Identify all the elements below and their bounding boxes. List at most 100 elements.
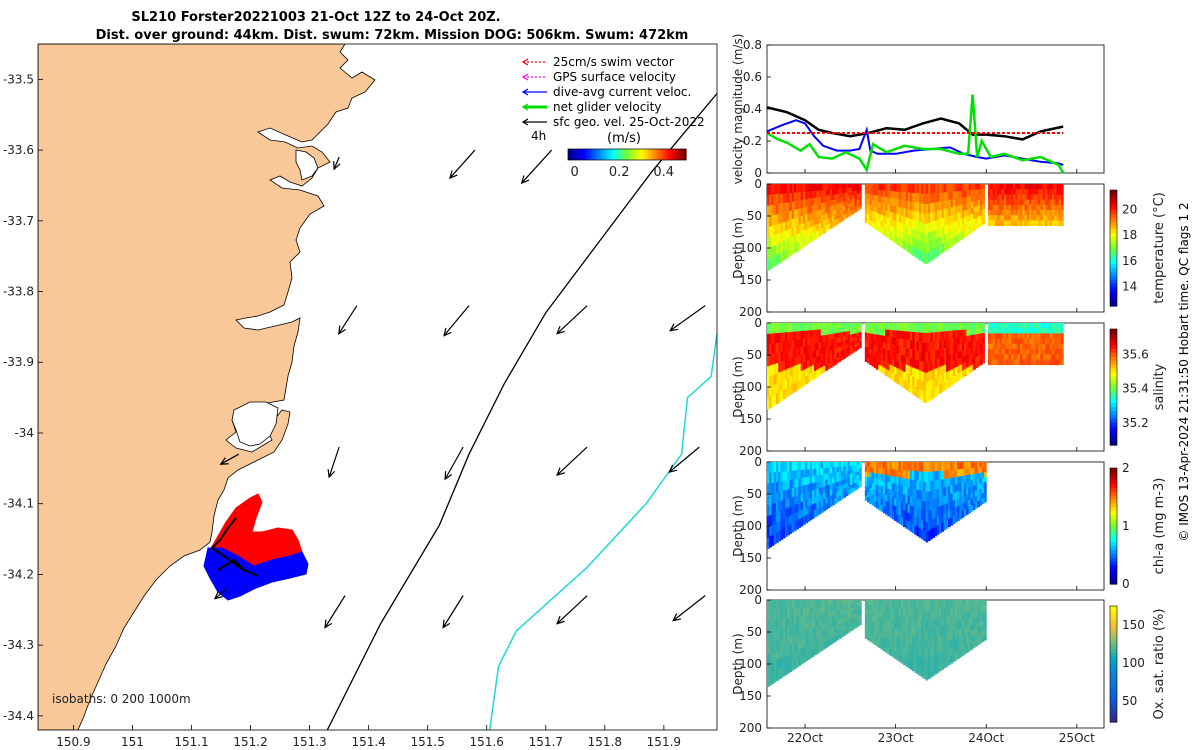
profile-cell xyxy=(876,479,879,486)
profile-cell xyxy=(932,656,936,667)
profile-cell xyxy=(838,337,842,343)
profile-cell xyxy=(961,468,965,477)
profile-cell xyxy=(1045,210,1048,216)
profile-cell xyxy=(1006,215,1010,221)
profile-cell xyxy=(982,337,985,344)
profile-cell xyxy=(972,611,976,619)
profile-cell xyxy=(858,202,862,207)
profile-cell xyxy=(968,208,972,216)
profile-cell xyxy=(903,200,906,209)
profile-colorbar-swatch xyxy=(1110,560,1117,566)
profile-cell xyxy=(948,462,951,471)
profile-cell xyxy=(992,328,996,334)
profile-cell xyxy=(1047,220,1051,227)
profile-cell xyxy=(979,338,983,345)
profile-cell xyxy=(780,629,784,640)
profile-cell xyxy=(845,466,849,471)
profile-cell xyxy=(1056,328,1060,334)
profile-cell xyxy=(807,637,811,645)
profile-colorbar-swatch xyxy=(1110,240,1117,245)
colorbar-swatch xyxy=(638,149,643,160)
profile-cell xyxy=(1019,215,1023,221)
profile-cell xyxy=(945,641,949,651)
profile-cell xyxy=(912,323,915,333)
profile-cell xyxy=(1019,354,1023,360)
profile-cell xyxy=(943,470,947,480)
profile-cell xyxy=(791,375,795,385)
profile-cell xyxy=(1058,323,1062,329)
profile-cell xyxy=(889,336,893,345)
profile-cell xyxy=(898,361,902,370)
profile-cell xyxy=(1010,204,1014,211)
profile-cell xyxy=(918,618,922,629)
profile-colorbar-swatch xyxy=(1110,537,1117,543)
profile-cell xyxy=(798,486,802,496)
profile-cell xyxy=(811,649,815,657)
profile-cell xyxy=(1056,204,1060,211)
profile-cell xyxy=(814,475,817,484)
profile-cell xyxy=(836,352,840,359)
profile-cell xyxy=(952,368,956,377)
profile-cell xyxy=(994,338,998,345)
profile-cell xyxy=(912,237,915,247)
map-xtick-label: 151.1 xyxy=(174,735,208,749)
profile-cell xyxy=(811,476,815,484)
profile-cell xyxy=(948,616,951,625)
profile-cell xyxy=(939,210,943,220)
profile-cell xyxy=(916,378,920,389)
profile-cell xyxy=(823,341,826,348)
profile-cell xyxy=(834,333,838,339)
profile-cell xyxy=(782,499,786,510)
profile-cell xyxy=(923,243,927,254)
profile-cell xyxy=(843,210,847,216)
profile-cell xyxy=(918,389,922,400)
profile-cell xyxy=(992,189,996,195)
profile-cell xyxy=(791,227,795,237)
profile-cell xyxy=(923,342,927,354)
profile-cell xyxy=(1022,189,1025,195)
profile-cell xyxy=(782,360,786,371)
profile-cell xyxy=(849,184,853,189)
profile-cell xyxy=(961,620,965,629)
profile-cell xyxy=(841,494,844,500)
profile-cell xyxy=(832,328,835,335)
profile-cell xyxy=(957,358,961,367)
profile-cell xyxy=(1040,349,1044,355)
profile-cell xyxy=(778,323,781,334)
profile-cell xyxy=(889,510,893,518)
profile-cell xyxy=(1045,184,1048,190)
profile-cell xyxy=(769,376,772,388)
profile-cell xyxy=(968,606,971,614)
profile-cell xyxy=(825,479,829,487)
profile-cell xyxy=(780,251,784,262)
profile-cell xyxy=(925,462,929,473)
profile-cell xyxy=(1003,323,1007,329)
profile-cell xyxy=(997,189,1000,195)
profile-cell xyxy=(793,625,797,635)
profile-cell xyxy=(778,629,781,640)
map-xtick-label: 151.6 xyxy=(470,735,504,749)
profile-cell xyxy=(882,209,886,217)
profile-cell xyxy=(1010,199,1014,206)
profile-cell xyxy=(950,222,954,231)
profile-cell xyxy=(964,190,967,198)
profile-cell xyxy=(784,323,788,333)
profile-cell xyxy=(1054,349,1057,355)
profile-cell xyxy=(934,517,938,528)
profile-cell xyxy=(928,332,931,343)
profile-cell xyxy=(849,600,853,605)
profile-cell xyxy=(852,194,855,200)
profile-cell xyxy=(885,639,888,647)
profile-cell xyxy=(800,600,804,609)
profile-cell xyxy=(841,355,844,361)
profile-cell xyxy=(856,606,860,611)
profile-cell xyxy=(952,323,956,332)
profile-cell xyxy=(809,628,813,637)
profile-cell xyxy=(775,184,779,195)
profile-cell xyxy=(903,462,906,471)
profile-cell xyxy=(1040,354,1044,360)
profile-cell xyxy=(825,184,829,191)
profile-cell xyxy=(856,471,860,476)
profile-cell xyxy=(1042,349,1046,355)
